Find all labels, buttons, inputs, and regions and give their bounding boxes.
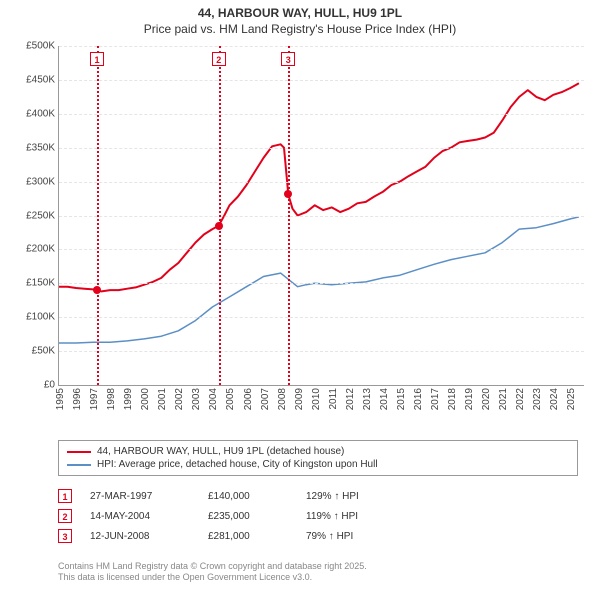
x-tick-label: 2000 bbox=[140, 388, 151, 410]
x-tick-label: 2014 bbox=[379, 388, 390, 410]
x-tick-label: 2012 bbox=[345, 388, 356, 410]
marker-line bbox=[97, 46, 99, 385]
x-tick-label: 1997 bbox=[89, 388, 100, 410]
y-tick-label: £0 bbox=[13, 380, 55, 391]
legend-swatch bbox=[67, 451, 91, 453]
event-hpi: 129% ↑ HPI bbox=[306, 491, 396, 502]
y-tick-label: £500K bbox=[13, 41, 55, 52]
x-tick-label: 2020 bbox=[481, 388, 492, 410]
gridline bbox=[59, 182, 584, 183]
y-tick-label: £50K bbox=[13, 346, 55, 357]
x-tick-label: 2005 bbox=[225, 388, 236, 410]
gridline bbox=[59, 249, 584, 250]
legend-label: HPI: Average price, detached house, City… bbox=[97, 459, 378, 470]
marker-badge: 1 bbox=[90, 52, 104, 66]
chart-subtitle: Price paid vs. HM Land Registry's House … bbox=[0, 22, 600, 40]
series-hpi bbox=[59, 217, 579, 343]
event-badge: 1 bbox=[58, 489, 72, 503]
marker-line bbox=[288, 46, 290, 385]
gridline bbox=[59, 114, 584, 115]
gridline bbox=[59, 80, 584, 81]
footer-line: This data is licensed under the Open Gov… bbox=[58, 572, 578, 584]
y-tick-label: £400K bbox=[13, 108, 55, 119]
x-tick-label: 1996 bbox=[72, 388, 83, 410]
x-tick-label: 2001 bbox=[157, 388, 168, 410]
y-tick-label: £200K bbox=[13, 244, 55, 255]
x-tick-label: 2018 bbox=[447, 388, 458, 410]
event-badge: 3 bbox=[58, 529, 72, 543]
gridline bbox=[59, 216, 584, 217]
x-tick-label: 2022 bbox=[515, 388, 526, 410]
x-tick-label: 1999 bbox=[123, 388, 134, 410]
x-tick-label: 2024 bbox=[549, 388, 560, 410]
event-hpi: 79% ↑ HPI bbox=[306, 531, 396, 542]
x-tick-label: 2002 bbox=[174, 388, 185, 410]
attribution: Contains HM Land Registry data © Crown c… bbox=[58, 561, 578, 584]
legend-item: 44, HARBOUR WAY, HULL, HU9 1PL (detached… bbox=[67, 445, 569, 458]
x-tick-label: 2010 bbox=[311, 388, 322, 410]
x-tick-label: 2003 bbox=[191, 388, 202, 410]
y-tick-label: £250K bbox=[13, 210, 55, 221]
x-tick-label: 2021 bbox=[498, 388, 509, 410]
legend: 44, HARBOUR WAY, HULL, HU9 1PL (detached… bbox=[58, 440, 578, 476]
x-tick-label: 2016 bbox=[413, 388, 424, 410]
gridline bbox=[59, 351, 584, 352]
x-tick-label: 2013 bbox=[362, 388, 373, 410]
x-tick-label: 2019 bbox=[464, 388, 475, 410]
gridline bbox=[59, 148, 584, 149]
event-date: 12-JUN-2008 bbox=[90, 531, 190, 542]
event-price: £235,000 bbox=[208, 511, 288, 522]
event-table: 1 27-MAR-1997 £140,000 129% ↑ HPI 2 14-MAY-20… bbox=[58, 486, 578, 546]
gridline bbox=[59, 317, 584, 318]
y-tick-label: £100K bbox=[13, 312, 55, 323]
y-tick-label: £350K bbox=[13, 142, 55, 153]
event-row: 1 27-MAR-1997 £140,000 129% ↑ HPI bbox=[58, 486, 578, 506]
x-tick-label: 2011 bbox=[328, 388, 339, 410]
marker-badge: 3 bbox=[281, 52, 295, 66]
event-badge: 2 bbox=[58, 509, 72, 523]
x-tick-label: 2023 bbox=[532, 388, 543, 410]
x-tick-label: 1998 bbox=[106, 388, 117, 410]
marker-line bbox=[219, 46, 221, 385]
x-tick-label: 2017 bbox=[430, 388, 441, 410]
x-tick-label: 2004 bbox=[208, 388, 219, 410]
event-row: 2 14-MAY-2004 £235,000 119% ↑ HPI bbox=[58, 506, 578, 526]
x-tick-label: 2007 bbox=[260, 388, 271, 410]
y-tick-label: £450K bbox=[13, 74, 55, 85]
gridline bbox=[59, 46, 584, 47]
event-date: 14-MAY-2004 bbox=[90, 511, 190, 522]
footer-line: Contains HM Land Registry data © Crown c… bbox=[58, 561, 578, 573]
event-hpi: 119% ↑ HPI bbox=[306, 511, 396, 522]
y-tick-label: £300K bbox=[13, 176, 55, 187]
gridline bbox=[59, 283, 584, 284]
x-tick-label: 2015 bbox=[396, 388, 407, 410]
marker-dot bbox=[215, 222, 223, 230]
event-row: 3 12-JUN-2008 £281,000 79% ↑ HPI bbox=[58, 526, 578, 546]
x-tick-label: 2008 bbox=[277, 388, 288, 410]
plot-area: £0£50K£100K£150K£200K£250K£300K£350K£400… bbox=[58, 46, 584, 386]
x-tick-label: 1995 bbox=[55, 388, 66, 410]
marker-badge: 2 bbox=[212, 52, 226, 66]
event-price: £140,000 bbox=[208, 491, 288, 502]
chart: £0 £50K £100K £150K £200K £250K £300K £350K £400… bbox=[12, 46, 588, 434]
legend-swatch bbox=[67, 464, 91, 466]
x-tick-label: 2025 bbox=[566, 388, 577, 410]
legend-item: HPI: Average price, detached house, City… bbox=[67, 458, 569, 471]
event-date: 27-MAR-1997 bbox=[90, 491, 190, 502]
x-tick-label: 2006 bbox=[243, 388, 254, 410]
y-tick-label: £150K bbox=[13, 278, 55, 289]
marker-dot bbox=[284, 190, 292, 198]
x-tick-label: 2009 bbox=[294, 388, 305, 410]
marker-dot bbox=[93, 286, 101, 294]
chart-title: 44, HARBOUR WAY, HULL, HU9 1PL bbox=[0, 0, 600, 22]
event-price: £281,000 bbox=[208, 531, 288, 542]
legend-label: 44, HARBOUR WAY, HULL, HU9 1PL (detached… bbox=[97, 446, 344, 457]
